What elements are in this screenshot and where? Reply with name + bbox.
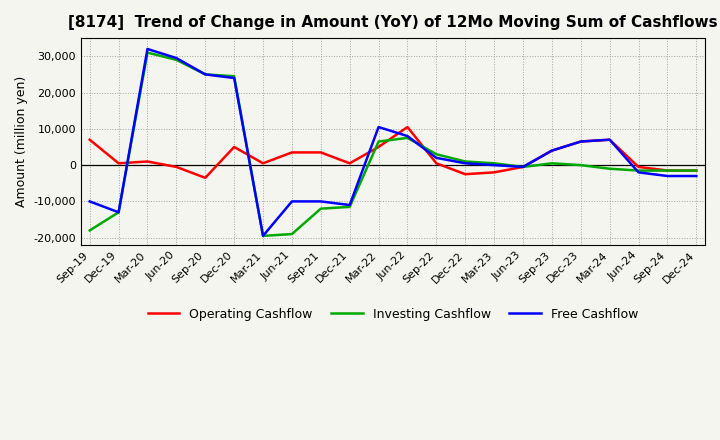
Operating Cashflow	[143, 159, 152, 164]
Investing Cashflow	[258, 233, 267, 238]
Operating Cashflow	[490, 170, 498, 175]
Investing Cashflow	[374, 139, 383, 144]
Free Cashflow	[692, 173, 701, 179]
Operating Cashflow	[86, 137, 94, 143]
Investing Cashflow	[346, 204, 354, 209]
Free Cashflow	[317, 199, 325, 204]
Investing Cashflow	[403, 135, 412, 140]
Investing Cashflow	[663, 168, 672, 173]
Investing Cashflow	[114, 209, 123, 215]
Free Cashflow	[577, 139, 585, 144]
Line: Investing Cashflow: Investing Cashflow	[90, 53, 696, 236]
Free Cashflow	[172, 55, 181, 61]
Operating Cashflow	[114, 161, 123, 166]
Investing Cashflow	[432, 152, 441, 157]
Investing Cashflow	[143, 50, 152, 55]
Operating Cashflow	[518, 164, 527, 169]
Investing Cashflow	[548, 161, 557, 166]
Investing Cashflow	[577, 162, 585, 168]
Free Cashflow	[346, 202, 354, 208]
Operating Cashflow	[432, 161, 441, 166]
Free Cashflow	[201, 72, 210, 77]
Free Cashflow	[86, 199, 94, 204]
Free Cashflow	[663, 173, 672, 179]
Investing Cashflow	[201, 72, 210, 77]
Free Cashflow	[258, 233, 267, 238]
Operating Cashflow	[230, 144, 238, 150]
Free Cashflow	[548, 148, 557, 153]
Operating Cashflow	[461, 172, 469, 177]
Operating Cashflow	[172, 164, 181, 169]
Free Cashflow	[143, 46, 152, 51]
Investing Cashflow	[634, 168, 643, 173]
Investing Cashflow	[86, 228, 94, 233]
Free Cashflow	[114, 209, 123, 215]
Operating Cashflow	[258, 161, 267, 166]
Legend: Operating Cashflow, Investing Cashflow, Free Cashflow: Operating Cashflow, Investing Cashflow, …	[143, 303, 643, 326]
Free Cashflow	[634, 170, 643, 175]
Free Cashflow	[461, 161, 469, 166]
Operating Cashflow	[374, 144, 383, 150]
Investing Cashflow	[230, 73, 238, 79]
Free Cashflow	[432, 155, 441, 161]
Operating Cashflow	[663, 168, 672, 173]
Operating Cashflow	[634, 164, 643, 169]
Investing Cashflow	[461, 159, 469, 164]
Operating Cashflow	[692, 168, 701, 173]
Investing Cashflow	[172, 57, 181, 62]
Free Cashflow	[403, 133, 412, 139]
Investing Cashflow	[518, 164, 527, 169]
Investing Cashflow	[287, 231, 296, 237]
Investing Cashflow	[490, 161, 498, 166]
Y-axis label: Amount (million yen): Amount (million yen)	[15, 76, 28, 207]
Title: [8174]  Trend of Change in Amount (YoY) of 12Mo Moving Sum of Cashflows: [8174] Trend of Change in Amount (YoY) o…	[68, 15, 718, 30]
Free Cashflow	[374, 125, 383, 130]
Operating Cashflow	[403, 125, 412, 130]
Line: Operating Cashflow: Operating Cashflow	[90, 127, 696, 178]
Free Cashflow	[287, 199, 296, 204]
Operating Cashflow	[606, 137, 614, 143]
Line: Free Cashflow: Free Cashflow	[90, 49, 696, 236]
Operating Cashflow	[287, 150, 296, 155]
Investing Cashflow	[606, 166, 614, 172]
Operating Cashflow	[577, 139, 585, 144]
Investing Cashflow	[317, 206, 325, 211]
Free Cashflow	[518, 164, 527, 169]
Investing Cashflow	[692, 168, 701, 173]
Free Cashflow	[230, 75, 238, 81]
Operating Cashflow	[548, 148, 557, 153]
Free Cashflow	[490, 162, 498, 168]
Operating Cashflow	[346, 161, 354, 166]
Free Cashflow	[606, 137, 614, 143]
Operating Cashflow	[317, 150, 325, 155]
Operating Cashflow	[201, 175, 210, 180]
